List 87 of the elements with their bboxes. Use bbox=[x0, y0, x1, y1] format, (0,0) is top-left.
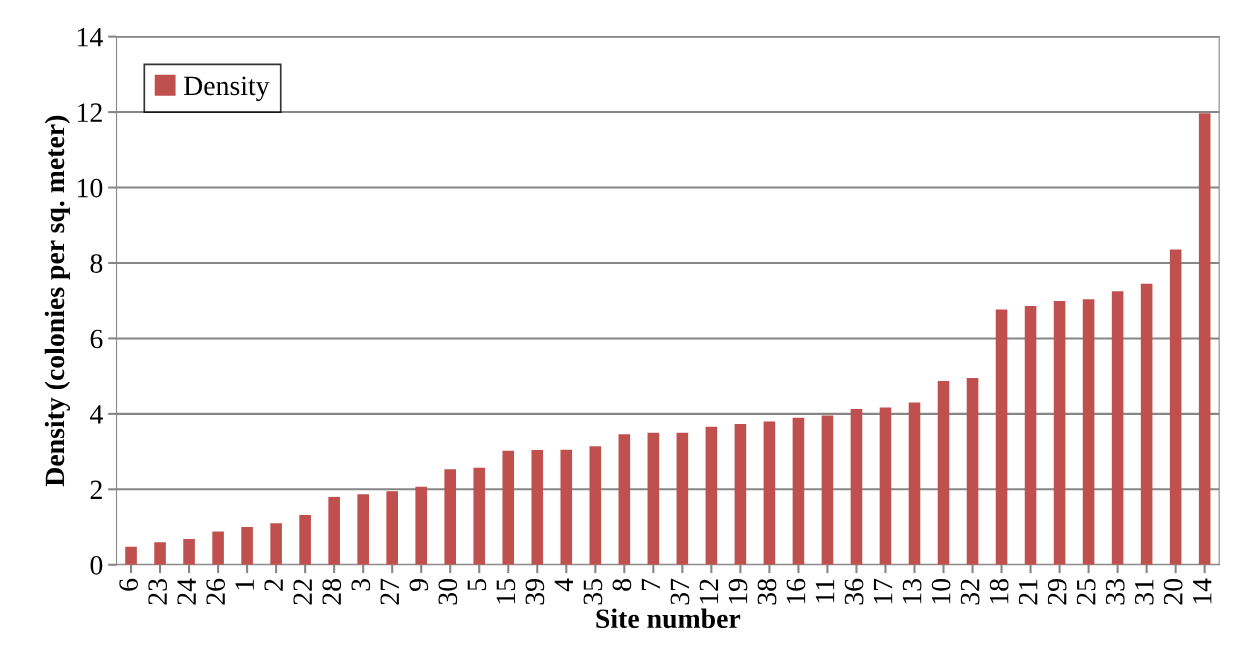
x-tick-label: 22 bbox=[293, 579, 312, 605]
y-axis-title: Density (colonies per sq. meter) bbox=[44, 115, 70, 487]
x-tick-label: 38 bbox=[757, 579, 777, 605]
bar bbox=[1198, 113, 1211, 565]
bar bbox=[183, 539, 195, 565]
x-tick-label: 14 bbox=[1193, 578, 1212, 604]
x-tick-label: 3 bbox=[351, 579, 371, 591]
x-tick-label: 32 bbox=[960, 579, 980, 605]
x-tick-label: 17 bbox=[873, 578, 893, 604]
x-tick-label: 31 bbox=[1134, 579, 1154, 605]
y-tick-label: 14 bbox=[78, 27, 103, 47]
bar bbox=[763, 421, 776, 565]
x-tick-label: 18 bbox=[989, 579, 1009, 604]
bar bbox=[328, 496, 340, 565]
x-tick-label: 36 bbox=[844, 578, 864, 605]
bar bbox=[792, 417, 805, 565]
bar bbox=[560, 449, 573, 565]
x-tick-label: 12 bbox=[699, 579, 719, 604]
bar bbox=[386, 491, 398, 565]
bar bbox=[879, 407, 892, 565]
bar bbox=[502, 450, 515, 565]
x-tick-label: 9 bbox=[409, 579, 429, 591]
bar bbox=[908, 402, 921, 565]
bar bbox=[212, 531, 224, 565]
bar bbox=[647, 432, 660, 565]
x-tick-label: 4 bbox=[554, 578, 573, 592]
bar bbox=[299, 514, 311, 565]
bar bbox=[1082, 299, 1095, 565]
x-tick-label: 8 bbox=[612, 579, 632, 591]
x-tick-label: 27 bbox=[380, 578, 399, 605]
bar bbox=[589, 446, 602, 565]
x-tick-label: 30 bbox=[438, 579, 458, 605]
y-tick-label: 12 bbox=[78, 103, 102, 122]
x-tick-label: 25 bbox=[1076, 579, 1096, 605]
x-tick-label: 1 bbox=[235, 579, 254, 590]
x-tick-label: 23 bbox=[148, 579, 168, 605]
bar bbox=[1111, 291, 1124, 565]
bar bbox=[125, 546, 137, 565]
y-tick-label: 4 bbox=[89, 405, 103, 424]
bar bbox=[1169, 249, 1182, 565]
bar bbox=[270, 523, 282, 565]
legend-label: Density bbox=[183, 76, 270, 101]
x-tick-label: 7 bbox=[641, 578, 661, 591]
bar bbox=[821, 415, 834, 565]
x-tick-label: 13 bbox=[902, 579, 922, 604]
bar bbox=[241, 527, 253, 565]
x-tick-label: 20 bbox=[1163, 579, 1183, 605]
bar bbox=[850, 408, 863, 565]
x-tick-label: 24 bbox=[177, 578, 196, 605]
x-tick-label: 15 bbox=[496, 579, 516, 604]
x-tick-label: 16 bbox=[786, 578, 806, 604]
x-tick-label: 28 bbox=[322, 579, 342, 605]
x-tick-label: 21 bbox=[1018, 579, 1038, 605]
bar bbox=[357, 494, 369, 565]
x-tick-label: 37 bbox=[670, 578, 690, 605]
y-tick-label: 6 bbox=[90, 329, 103, 349]
bar bbox=[705, 426, 718, 565]
bar bbox=[676, 432, 689, 565]
bar bbox=[415, 486, 428, 565]
bar bbox=[1024, 305, 1037, 565]
x-tick-label: 6 bbox=[119, 578, 138, 591]
y-tick-label: 0 bbox=[90, 555, 103, 575]
bar bbox=[995, 309, 1008, 565]
x-tick-label: 35 bbox=[583, 579, 603, 605]
bar bbox=[937, 381, 950, 565]
bar bbox=[966, 378, 979, 565]
x-tick-label: 29 bbox=[1047, 579, 1067, 605]
bar bbox=[531, 450, 544, 565]
y-tick-label: 2 bbox=[90, 480, 102, 499]
bar bbox=[154, 542, 166, 565]
bar bbox=[734, 424, 747, 565]
x-tick-label: 33 bbox=[1105, 579, 1125, 605]
bar bbox=[618, 434, 631, 565]
x-tick-label: 26 bbox=[206, 578, 226, 605]
bar bbox=[1140, 283, 1153, 565]
x-tick-label: 5 bbox=[467, 579, 487, 591]
x-axis-title: Site number bbox=[596, 608, 741, 629]
x-tick-label: 39 bbox=[525, 579, 545, 605]
y-tick-label: 8 bbox=[90, 254, 103, 273]
bar bbox=[473, 467, 486, 565]
x-tick-label: 10 bbox=[931, 579, 951, 604]
bar bbox=[444, 469, 457, 565]
x-tick-label: 2 bbox=[264, 579, 283, 591]
x-tick-label: 11 bbox=[815, 579, 835, 603]
bar bbox=[1053, 301, 1066, 565]
y-tick-label: 10 bbox=[78, 178, 103, 198]
x-tick-label: 19 bbox=[728, 579, 748, 604]
